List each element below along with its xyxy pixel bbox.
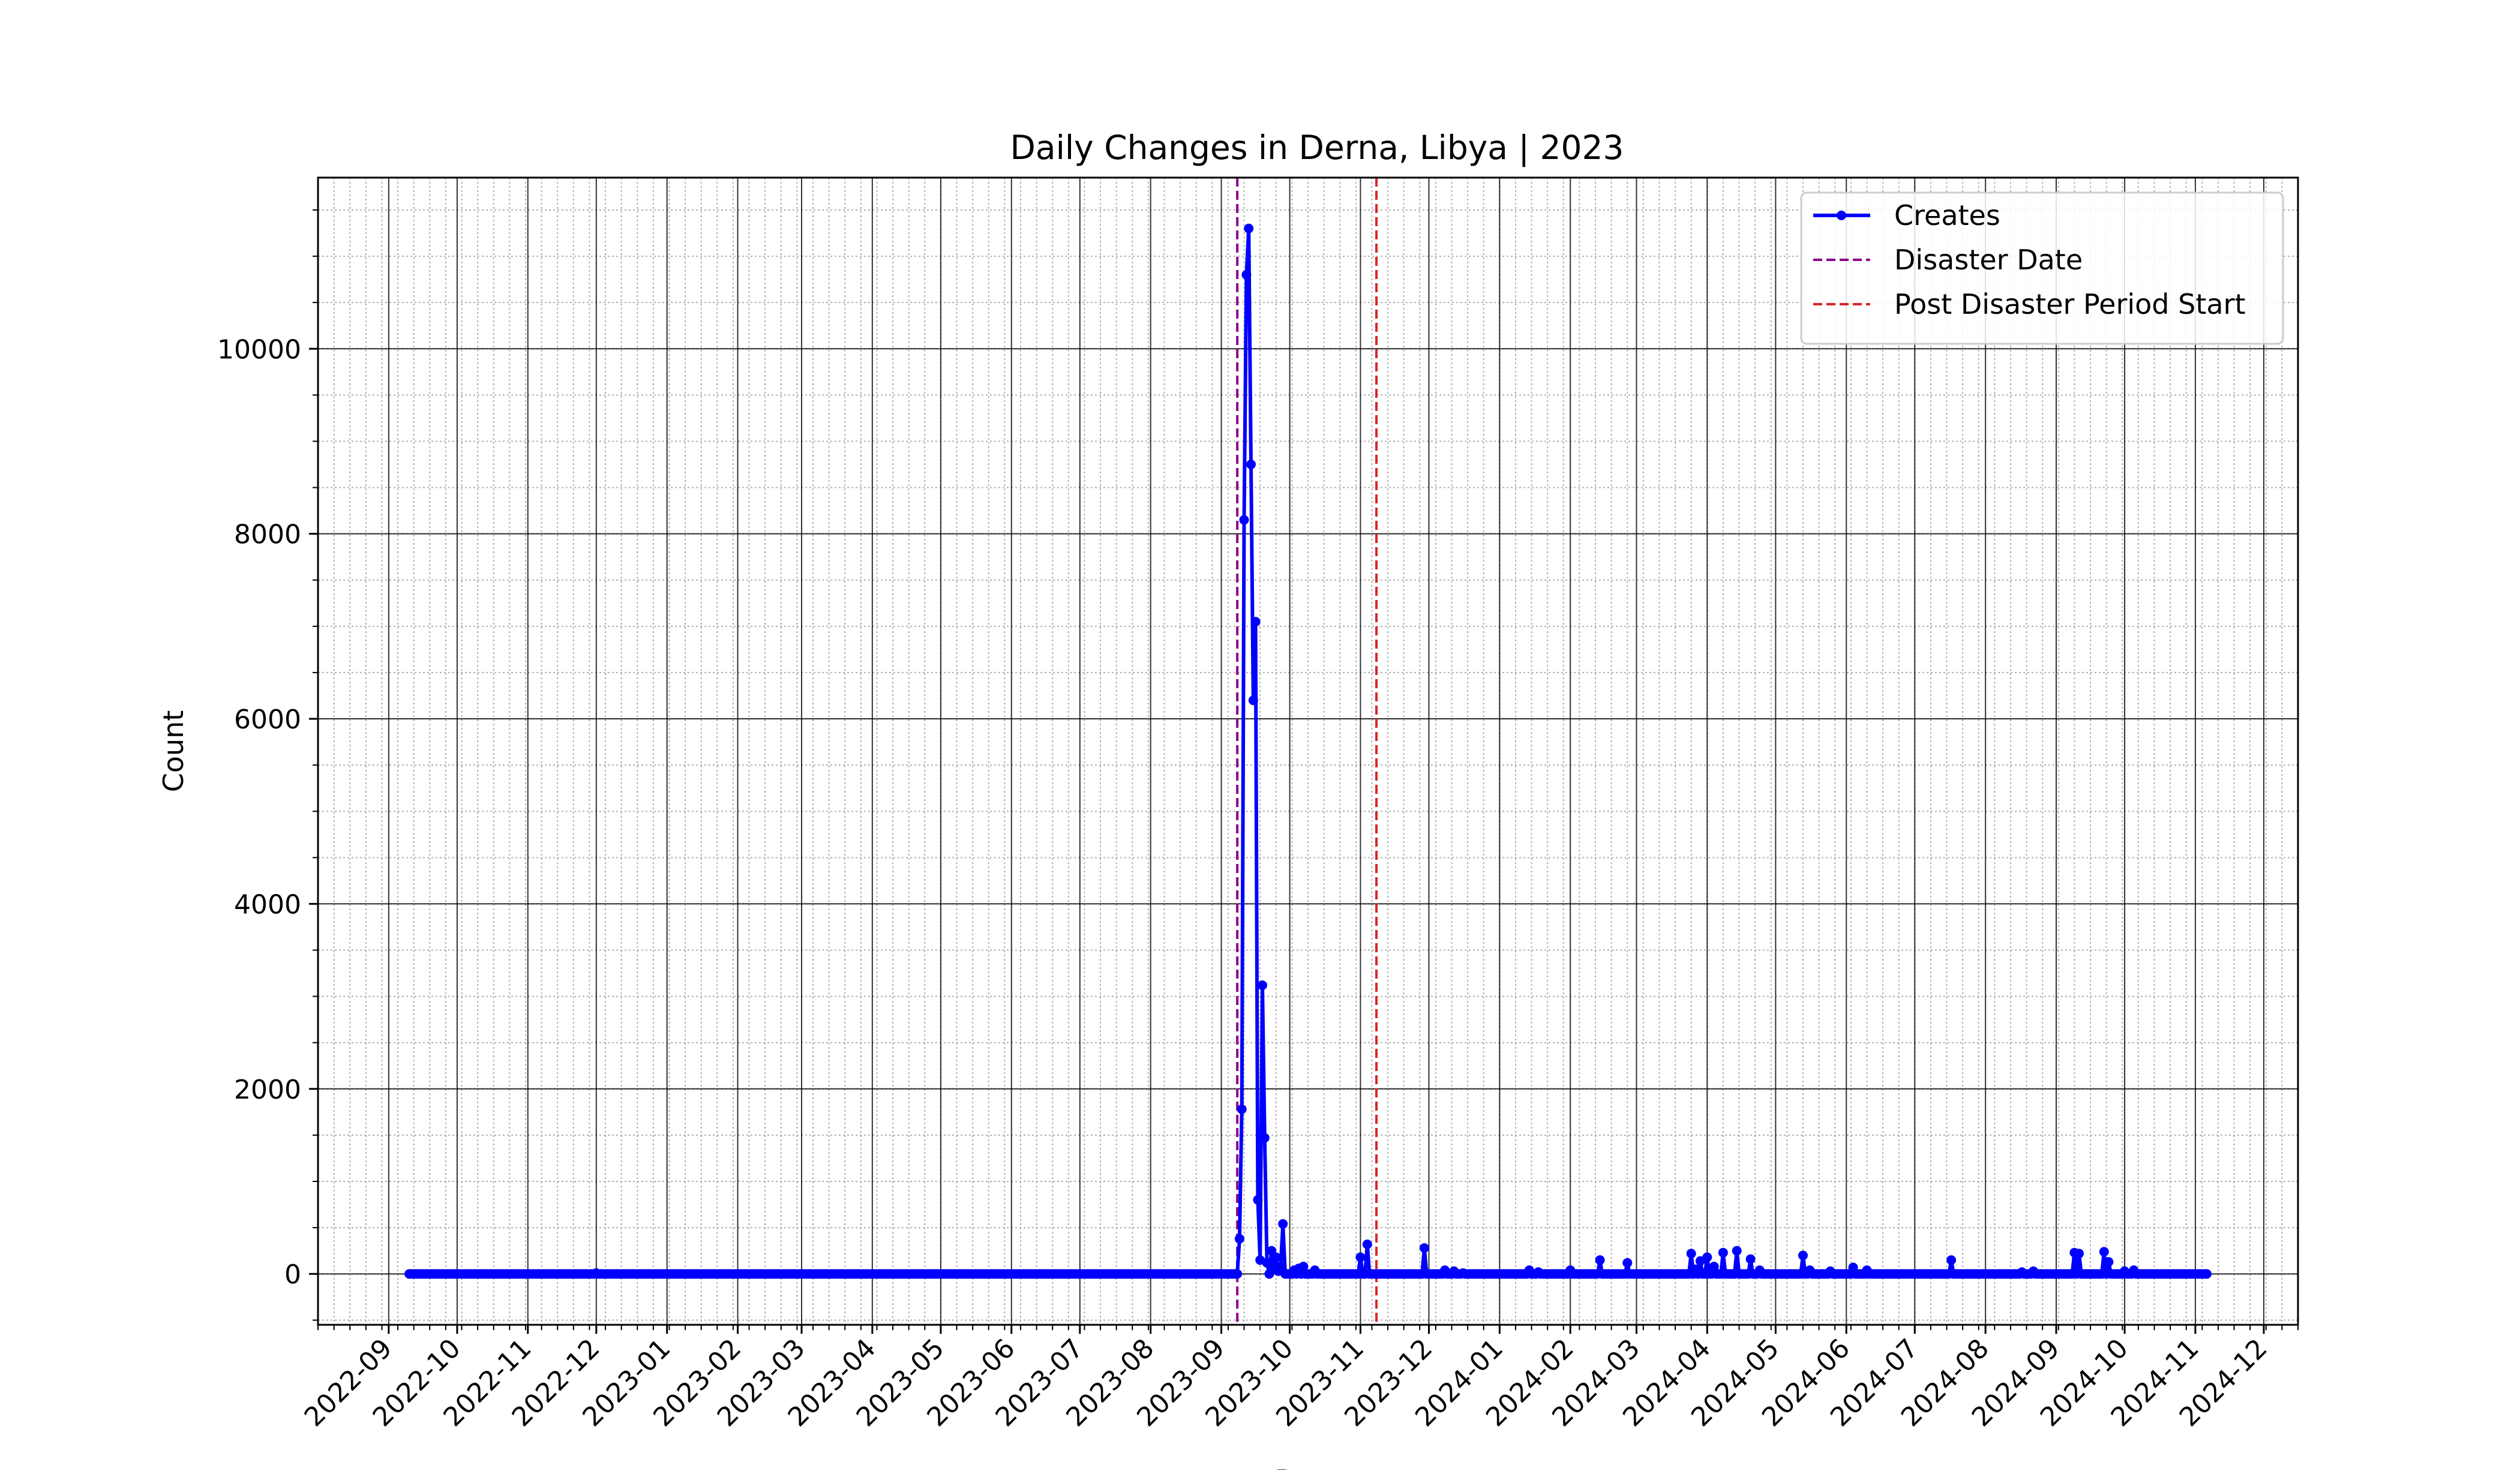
data-point xyxy=(1234,1234,1244,1244)
legend-marker xyxy=(1837,211,1846,220)
data-point xyxy=(1241,269,1252,280)
series-layer xyxy=(404,223,2212,1279)
data-point xyxy=(1271,1252,1281,1262)
data-point xyxy=(1298,1261,1309,1271)
y-tick-label: 0 xyxy=(284,1259,301,1290)
legend-box xyxy=(1800,191,2284,345)
data-point xyxy=(1718,1247,1728,1258)
data-point xyxy=(1276,1261,1286,1271)
y-tick-label: 2000 xyxy=(234,1075,301,1105)
y-tick-label: 6000 xyxy=(234,704,301,735)
data-point xyxy=(1258,980,1267,991)
data-point xyxy=(1798,1250,1808,1261)
data-point xyxy=(1239,515,1249,525)
y-axis: 0 2000 4000 6000 8000 10000 xyxy=(217,209,318,1321)
legend: Creates Disaster Date Post Disaster Period… xyxy=(1800,191,2284,345)
data-point xyxy=(1262,1258,1272,1268)
legend-label: Post Disaster Period Start xyxy=(1894,288,2246,320)
reference-lines xyxy=(1236,178,1378,1325)
data-point xyxy=(2201,1269,2212,1279)
data-point xyxy=(1246,460,1256,469)
data-point xyxy=(2104,1257,2114,1267)
data-point xyxy=(2099,1247,2109,1257)
major-grid xyxy=(318,178,2298,1325)
data-point xyxy=(1622,1258,1633,1268)
data-point xyxy=(1946,1255,1957,1265)
data-point xyxy=(1419,1243,1429,1253)
data-point xyxy=(1362,1239,1372,1249)
data-point xyxy=(1244,223,1254,233)
legend-label: Creates xyxy=(1894,199,2000,232)
y-tick-label: 8000 xyxy=(234,520,301,550)
y-axis-title: Count xyxy=(157,710,190,793)
data-point xyxy=(1745,1254,1756,1264)
data-point xyxy=(1232,1269,1243,1279)
data-point xyxy=(2074,1249,2084,1259)
data-point xyxy=(1253,1195,1263,1205)
data-point xyxy=(1595,1255,1605,1265)
data-point xyxy=(1732,1246,1742,1256)
data-point xyxy=(1709,1261,1719,1271)
data-point xyxy=(1278,1219,1288,1229)
data-point xyxy=(1686,1249,1696,1259)
chart-title: Daily Changes in Derna, Libya | 2023 xyxy=(1010,128,1624,167)
data-point xyxy=(1248,695,1258,706)
y-tick-label: 4000 xyxy=(234,889,301,920)
legend-label: Disaster Date xyxy=(1894,244,2083,276)
x-axis-title: Date xyxy=(1275,1464,1341,1470)
data-point xyxy=(1237,1104,1247,1114)
data-point xyxy=(1259,1133,1270,1143)
y-tick-label: 10000 xyxy=(217,334,301,365)
data-point xyxy=(1355,1252,1366,1262)
data-point xyxy=(1250,617,1261,627)
data-point xyxy=(1702,1252,1712,1262)
